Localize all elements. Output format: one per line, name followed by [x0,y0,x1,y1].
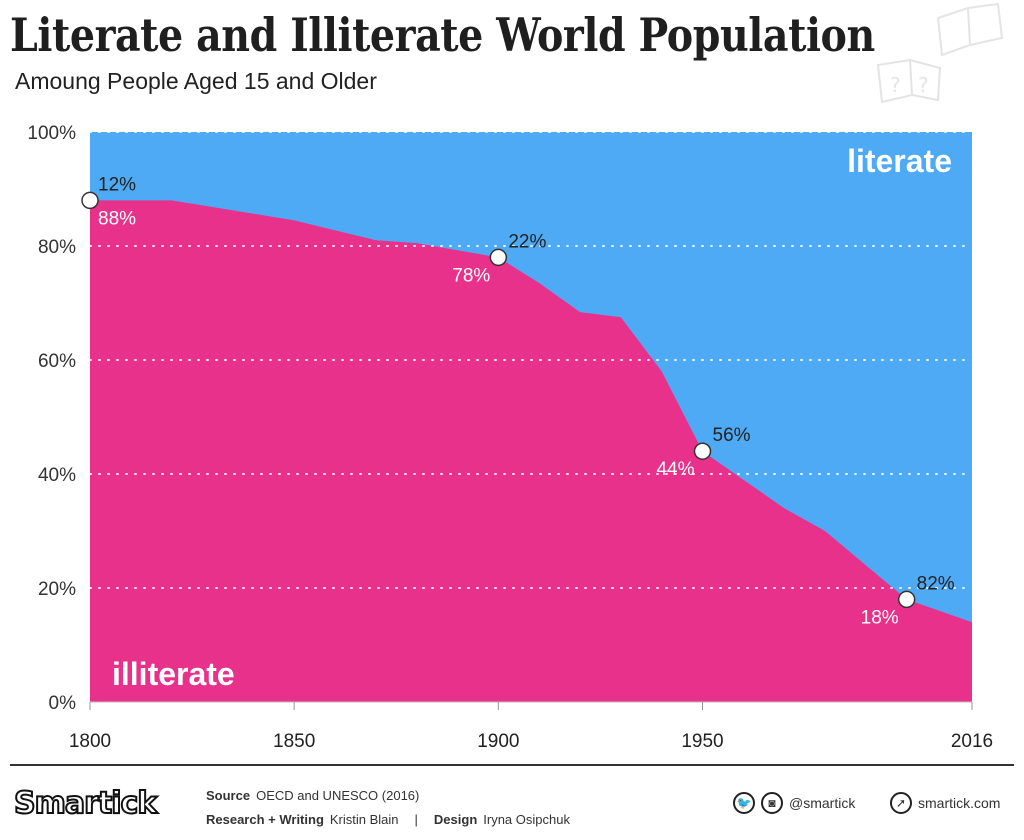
illiterate-value-label: 78% [452,265,490,286]
source-text: OECD and UNESCO (2016) [256,788,420,803]
author-credits: Research + Writing Kristin Blain | Design Ir… [206,812,570,827]
svg-text:?: ? [918,73,929,97]
y-tick-label: 60% [38,351,76,372]
x-tick-label: 1950 [681,731,723,752]
illiterate-value-label: 44% [656,459,694,480]
illiterate-value-label: 88% [98,208,136,229]
instagram-icon[interactable]: ◙ [761,792,783,814]
series-label-illiterate: illiterate [112,656,235,692]
source-credit: Source OECD and UNESCO (2016) [206,788,419,803]
smartick-logo: Smartick [13,785,158,822]
y-tick-label: 40% [38,465,76,486]
twitter-icon[interactable]: 🐦 [733,792,755,814]
x-tick-label: 1800 [69,731,111,752]
x-tick-label: 1900 [477,731,519,752]
separator: | [414,812,418,827]
x-tick-label: 2016 [951,731,993,752]
series-label-literate: literate [847,143,952,179]
chart-title: Literate and Illiterate World Population [10,8,875,62]
illiterate-area [90,200,972,702]
data-point-marker [897,590,916,609]
source-label: Source [206,788,251,803]
y-tick-label: 20% [38,579,76,600]
svg-text:?: ? [890,73,901,97]
area-chart: 0% 20% 40% 60% 80% 100% 1800 1850 1900 1950 2016 li… [27,123,993,752]
y-tick-label: 0% [49,693,77,714]
chart-subtitle: Amoung People Aged 15 and Older [15,68,377,94]
x-tick-label: 1850 [273,731,315,752]
social-links: 🐦 ◙ @smartick [733,792,855,814]
website-text[interactable]: smartick.com [918,795,1001,811]
data-point-marker [81,191,99,210]
footer-divider [10,764,1014,766]
literate-value-label: 22% [508,231,546,252]
literate-value-label: 82% [917,573,955,594]
illiterate-value-label: 18% [861,607,899,628]
research-label: Research + Writing [206,812,324,827]
design-label: Design [433,812,478,827]
website-link: ➚ smartick.com [890,792,1000,814]
book-icons: ? ? [876,2,1004,104]
y-tick-label: 80% [38,237,76,258]
data-point-marker [489,248,508,267]
literate-value-label: 56% [713,425,751,446]
cursor-icon[interactable]: ➚ [890,792,912,814]
literate-value-label: 12% [98,174,136,195]
social-handle[interactable]: @smartick [789,795,856,811]
research-name: Kristin Blain [329,812,399,827]
data-point-marker [693,442,712,460]
design-name: Iryna Osipchuk [483,812,570,827]
y-tick-label: 100% [27,123,76,144]
